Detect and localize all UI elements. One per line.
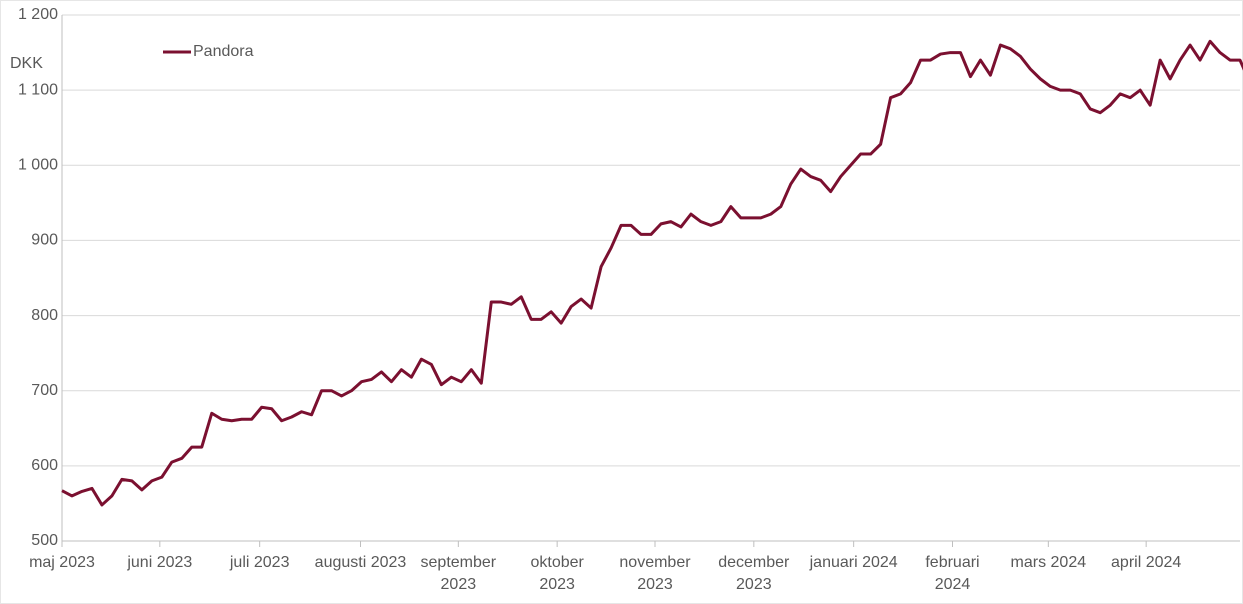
y-tick-label: 1 000	[18, 157, 58, 174]
x-tick-label: juli 2023	[229, 554, 290, 571]
x-tick-label-line: 2023	[441, 576, 477, 593]
x-tick-label-line: september	[421, 554, 497, 571]
x-tick-label: januari 2024	[809, 554, 898, 571]
x-tick-label: juni 2023	[126, 554, 192, 571]
x-tick-label: september 2023	[421, 554, 497, 593]
x-tick-label: mars 2024	[1011, 554, 1087, 571]
x-tick-label-line: mars 2024	[1011, 554, 1087, 571]
x-tick-label-line: februari	[925, 554, 979, 571]
x-tick-label-line: augusti 2023	[315, 554, 407, 571]
x-tick-label-line: juli 2023	[229, 554, 290, 571]
x-tick-label-line: november	[619, 554, 691, 571]
x-tick-label-line: 2024	[935, 576, 971, 593]
y-tick-label: 1 100	[18, 81, 58, 98]
y-tick-label: 500	[31, 532, 58, 549]
x-tick-label-line: 2023	[736, 576, 772, 593]
x-tick-label: februari 2024	[925, 554, 979, 593]
x-tick-label: april 2024	[1111, 554, 1181, 571]
line-series	[61, 39, 1243, 507]
x-tick-label-line: januari 2024	[809, 554, 898, 571]
x-tick-label: december 2023	[718, 554, 790, 593]
x-tick-label-line: 2023	[637, 576, 673, 593]
x-tick-label-line: april 2024	[1111, 554, 1181, 571]
x-tick-label: maj 2023	[29, 554, 95, 571]
x-tick-label-line: december	[718, 554, 790, 571]
x-tick-label: augusti 2023	[315, 554, 407, 571]
y-tick-label: 1 200	[18, 6, 58, 23]
x-tick-label-line: oktober	[530, 554, 584, 571]
y-tick-label: 600	[31, 457, 58, 474]
y-tick-label: 900	[31, 232, 58, 249]
y-axis-label: DKK	[10, 55, 43, 72]
y-tick-label: 800	[31, 307, 58, 324]
y-tick-label: 700	[31, 382, 58, 399]
x-tick-label-line: 2023	[539, 576, 575, 593]
legend-label: Pandora	[193, 43, 254, 60]
x-tick-label-line: maj 2023	[29, 554, 95, 571]
x-tick-label: oktober 2023	[530, 554, 584, 593]
x-tick-label-line: juni 2023	[126, 554, 192, 571]
x-tick-label: november 2023	[619, 554, 691, 593]
